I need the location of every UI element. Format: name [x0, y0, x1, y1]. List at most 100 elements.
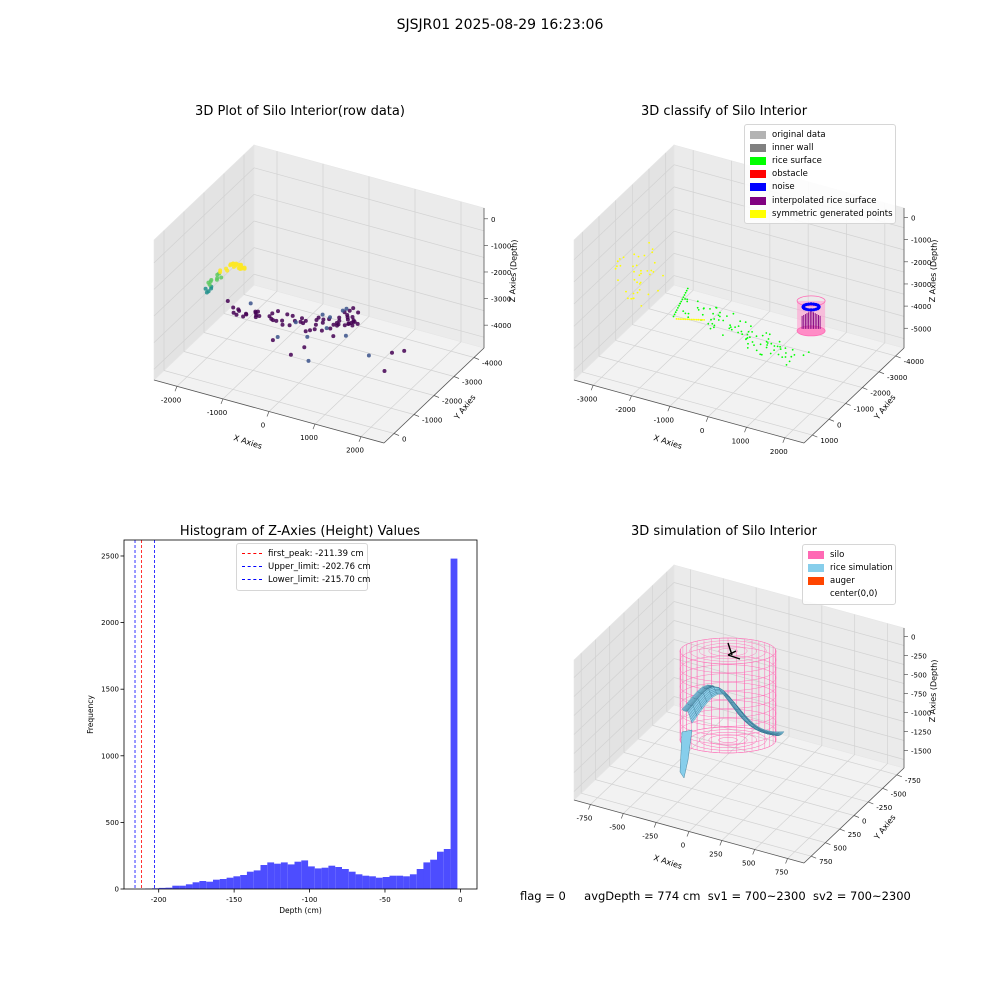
p1-grid-z [253, 220, 485, 285]
p1-grid-y [223, 313, 455, 377]
silo-wire-ring [679, 664, 777, 691]
p2-x-tick [744, 427, 747, 433]
silo-top-ring [718, 648, 738, 654]
legend-label: first_peak: -211.39 cm [268, 548, 364, 559]
p4-z-tick-label: -250 [911, 653, 927, 661]
p4-x-tick [588, 804, 591, 810]
p4-grid-z [573, 639, 675, 735]
p1-y-tick-label: -1000 [422, 417, 442, 425]
flag-text: flag = 0 [520, 889, 566, 903]
raw-data-point [206, 289, 211, 294]
symmetric-point [695, 318, 698, 321]
p4-x-tick-label: 250 [709, 851, 722, 859]
symmetric-point [646, 270, 649, 272]
rice-surface-point [761, 334, 764, 337]
legend-entry: original data [750, 128, 890, 141]
rice-surface-point [696, 306, 699, 309]
raw-data-point [203, 286, 208, 291]
raw-data-point [320, 320, 325, 325]
histogram-bar [179, 885, 186, 889]
legend-entry: interpolated rice surface [750, 194, 890, 207]
raw-data-point [345, 315, 350, 320]
histogram-bar [308, 866, 315, 889]
p4-z-tick-label: -1250 [911, 729, 931, 737]
rice-surface-point [784, 347, 787, 349]
p2-y-tick [878, 371, 885, 375]
raw-data-point [271, 318, 275, 323]
silo-floor-ring [708, 734, 748, 746]
rice-surface-point [707, 322, 710, 325]
mini-silo-top [796, 295, 826, 307]
p2-grid-x [592, 289, 694, 386]
raw-data-point [347, 308, 352, 313]
histogram-bar [260, 865, 268, 889]
figure-title: SJSJR01 2025-08-29 16:23:06 [396, 17, 604, 33]
symmetric-point [616, 265, 618, 268]
histogram-bar [246, 871, 254, 889]
histogram-bar [375, 877, 383, 889]
p4-y-tick [811, 855, 817, 859]
p4-x-tick [686, 831, 690, 837]
p4-x-tick-label: -750 [576, 815, 592, 823]
rice-surface-point [722, 319, 725, 322]
p2-grid-x [631, 300, 732, 397]
raw-data-point [355, 321, 360, 326]
p4-x-tick [620, 813, 624, 819]
legend-label: auger [830, 575, 855, 586]
p2-grid-z [673, 230, 905, 295]
symmetric-point [633, 270, 635, 273]
p4-y-tick [853, 815, 860, 818]
p1-x-tick-label: 1000 [300, 434, 318, 442]
legend-swatch [808, 563, 824, 572]
symmetric-point [638, 274, 641, 277]
rice-surface-point [779, 348, 782, 350]
silo-wire-ring [679, 717, 777, 745]
raw-data-point [224, 266, 229, 271]
p4-x-tick-label: -500 [609, 824, 625, 832]
silo-floor-ring [698, 731, 758, 749]
symmetric-point [618, 258, 621, 260]
rice-surface-point [765, 346, 768, 349]
p2-z-tick-label: 0 [911, 214, 915, 222]
raw-data-point [343, 333, 348, 338]
p2-y-tick-label: -4000 [904, 358, 924, 366]
p2-grid-x [746, 331, 847, 428]
raw-data-point [248, 301, 253, 306]
histogram-x-label: Depth (cm) [279, 906, 322, 915]
histogram-bar [416, 869, 424, 889]
p4-z-tick-label: -500 [911, 672, 927, 680]
histogram-legend: first_peak: -211.39 cm Upper_limit: -202.… [236, 543, 371, 591]
raw-data-point [351, 319, 356, 324]
symmetric-point [627, 297, 629, 300]
rice-surface-point [755, 335, 758, 338]
legend-swatch [750, 183, 766, 192]
rice-surface-point [769, 352, 772, 355]
p4-grid-y [623, 752, 855, 816]
rice-surface-point [683, 294, 686, 296]
p2-y-tick-label: -1000 [854, 405, 874, 413]
p4-y-tick-label: 0 [862, 818, 866, 826]
p2-z-tick-label: -2000 [911, 259, 931, 267]
raw-data-point [312, 327, 317, 332]
symmetric-point [651, 251, 654, 254]
rice-surface-point [751, 331, 753, 333]
p2-y-tick [895, 355, 901, 359]
p4-x-label: X Axies [652, 853, 683, 871]
p1-x-tick [312, 423, 316, 430]
rice-surface-point [737, 325, 740, 327]
rice-surface-point [785, 364, 788, 366]
symmetric-point [686, 318, 689, 321]
rice-surface-point [677, 307, 679, 309]
histogram-bar [389, 875, 397, 889]
p1-z-tick-label: -1000 [491, 242, 511, 250]
legend-entry: Upper_limit: -202.76 cm [242, 560, 371, 573]
legend-swatch [808, 550, 824, 559]
rice-surface-point [759, 343, 762, 346]
p1-z-tick-label: 0 [491, 216, 495, 224]
raw-data-point [340, 308, 345, 313]
rice-surface-point [673, 313, 676, 316]
p1-grid-z [153, 167, 255, 264]
p1-grid-y [203, 332, 435, 396]
raw-data-point [215, 276, 220, 281]
rice-surface-point [713, 326, 715, 329]
